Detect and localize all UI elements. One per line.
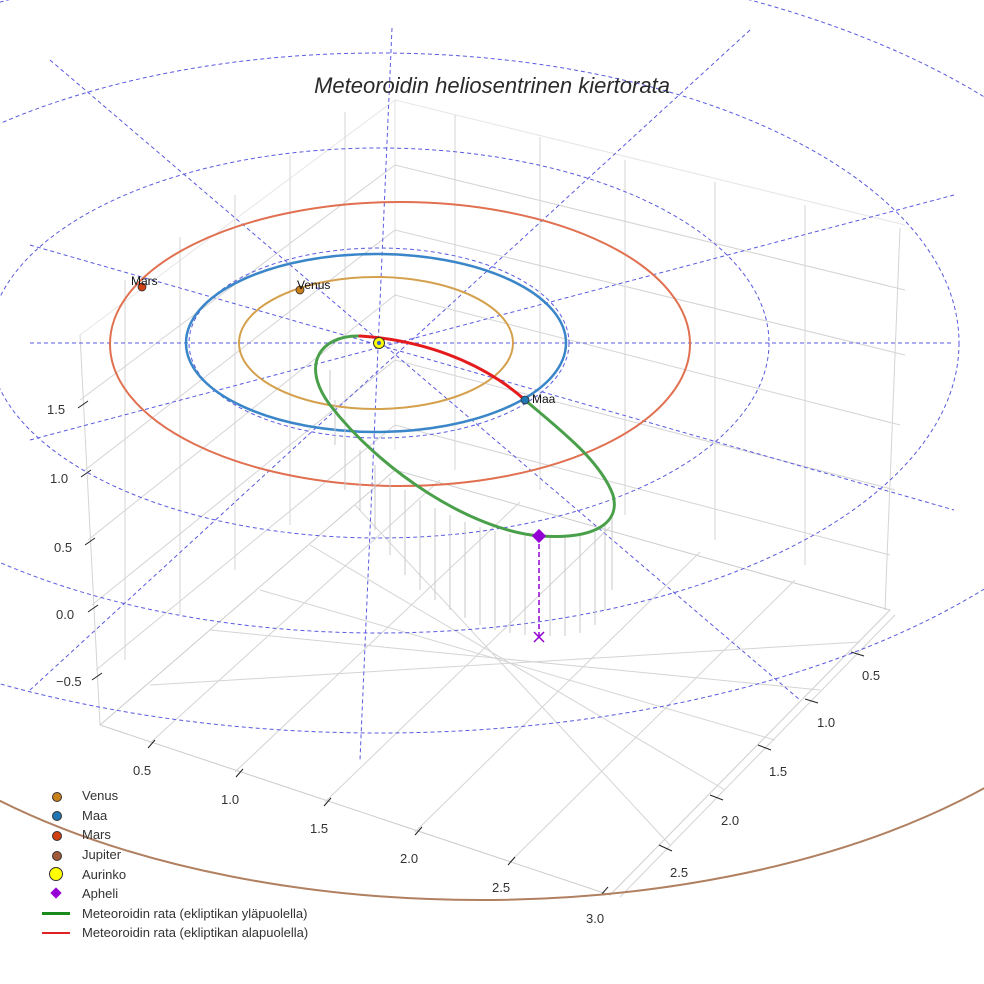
sun-icon <box>49 867 63 882</box>
tick-marks <box>77 400 865 896</box>
legend-item-jupiter: Jupiter <box>38 845 308 865</box>
sun-core <box>377 341 381 345</box>
aphelion-projection-x-icon <box>533 631 545 643</box>
x-tick-label: 1.0 <box>221 792 240 807</box>
x-tick-label: 3.0 <box>586 911 605 926</box>
legend-item-aurinko: Aurinko <box>38 864 308 884</box>
legend-item-orbit-below: Meteoroidin rata (ekliptikan alapuolella… <box>38 923 308 943</box>
projection-droplines <box>329 370 613 636</box>
jupiter-dot-icon <box>52 850 62 861</box>
y-tick-label: 2.5 <box>670 865 689 880</box>
z-tick-label: 0.5 <box>54 540 73 555</box>
ecliptic-polar-grid <box>0 0 984 761</box>
jupiter-orbit <box>0 786 984 901</box>
mars-orbit <box>109 201 691 487</box>
legend: Venus Maa Mars Jupiter Aurinko Apheli Me… <box>38 786 308 943</box>
z-tick-label: −0.5 <box>56 674 82 689</box>
legend-item-venus: Venus <box>38 786 308 806</box>
z-tick-label: 1.5 <box>47 402 66 417</box>
x-tick-label: 2.5 <box>492 880 511 895</box>
y-tick-label: 1.5 <box>769 764 788 779</box>
axes-grid <box>79 99 906 898</box>
venus-orbit <box>238 276 514 410</box>
y-tick-label: 1.0 <box>817 715 836 730</box>
z-tick-label: 0.0 <box>56 607 75 622</box>
mars-label: Mars <box>131 274 158 288</box>
y-tick-label: 0.5 <box>862 668 881 683</box>
legend-item-apheli: Apheli <box>38 884 308 904</box>
y-tick-label: 2.0 <box>721 813 740 828</box>
earth-orbit <box>184 252 568 434</box>
legend-item-maa: Maa <box>38 806 308 826</box>
chart-title: Meteoroidin heliosentrinen kiertorata <box>314 73 670 98</box>
venus-label: Venus <box>297 278 331 292</box>
x-tick-label: 0.5 <box>133 763 152 778</box>
venus-dot-icon <box>52 791 62 802</box>
mars-marker <box>137 282 147 292</box>
planet-orbits <box>0 201 984 901</box>
green-line-icon <box>42 912 70 915</box>
earth-dot-icon <box>52 811 62 822</box>
venus-marker <box>295 285 305 295</box>
x-tick-label: 2.0 <box>400 851 419 866</box>
earth-marker <box>520 395 530 405</box>
legend-item-orbit-above: Meteoroidin rata (ekliptikan yläpuolella… <box>38 904 308 924</box>
meteoroid-orbit-above <box>314 334 616 539</box>
red-line-icon <box>42 931 70 935</box>
earth-label: Maa <box>532 392 556 406</box>
diamond-icon <box>50 887 62 899</box>
legend-item-mars: Mars <box>38 825 308 845</box>
aphelion-marker <box>531 528 547 544</box>
z-tick-label: 1.0 <box>50 471 69 486</box>
x-tick-label: 1.5 <box>310 821 329 836</box>
mars-dot-icon <box>52 830 62 841</box>
